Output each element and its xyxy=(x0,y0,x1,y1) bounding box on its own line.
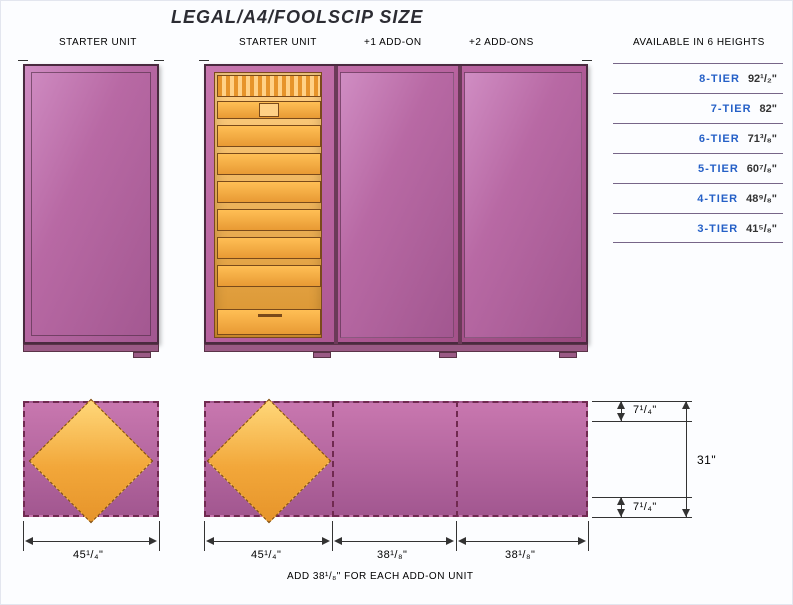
arrow-right-icon xyxy=(446,537,454,545)
ext-line xyxy=(592,421,692,422)
arrow-right-icon xyxy=(578,537,586,545)
ext-line xyxy=(592,497,692,498)
ext-line-v xyxy=(332,521,333,551)
label-starter-2: STARTER UNIT xyxy=(239,37,317,48)
tier-height: 41⁵/₈" xyxy=(746,223,777,235)
dim-w-starter-2: 45¹/₄" xyxy=(251,549,281,561)
dim-line-v xyxy=(686,401,687,517)
dim-line-h xyxy=(27,541,155,542)
divider xyxy=(458,66,462,346)
arrow-down-icon xyxy=(617,413,625,421)
cabinet-foot xyxy=(204,344,588,352)
tick xyxy=(199,60,209,61)
addon-2-panel xyxy=(464,72,582,338)
ext-line xyxy=(592,401,692,402)
divider xyxy=(332,401,334,517)
cabinet-foot xyxy=(23,344,159,352)
ext-line-v xyxy=(159,521,160,551)
cabinet-starter-elevation-closed xyxy=(23,64,159,344)
ext-line-v xyxy=(204,521,205,551)
arrow-left-icon xyxy=(334,537,342,545)
arrow-left-icon xyxy=(458,537,466,545)
drawer xyxy=(217,309,321,335)
label-addon-1: +1 ADD-ON xyxy=(364,37,422,48)
shelf xyxy=(217,265,321,287)
shelf xyxy=(217,209,321,231)
tier-label: 6-TIER xyxy=(699,133,740,145)
arrow-left-icon xyxy=(25,537,33,545)
dim-w-starter-1: 45¹/₄" xyxy=(73,549,103,561)
arrow-up-icon xyxy=(682,401,690,409)
tier-label: 3-TIER xyxy=(697,223,738,235)
divider xyxy=(456,401,458,517)
tier-height: 82" xyxy=(760,103,777,115)
dim-depth-corner-top: 7¹/₄" xyxy=(633,404,657,416)
cabinet-group-elevation xyxy=(204,64,588,344)
arrow-up-icon xyxy=(617,497,625,505)
dim-depth-corner-bottom: 7¹/₄" xyxy=(633,501,657,513)
caster-icon xyxy=(313,352,331,358)
tier-label: 8-TIER xyxy=(699,73,740,85)
table-row: 4-TIER 48⁹/₈" xyxy=(613,183,783,213)
tick xyxy=(154,60,164,61)
shelf xyxy=(217,181,321,203)
heights-table: 8-TIER 92¹/₂" 7-TIER 82" 6-TIER 71³/₈" 5-TI… xyxy=(613,63,783,243)
ext-line-v xyxy=(456,521,457,551)
arrow-down-icon xyxy=(682,509,690,517)
table-row: 6-TIER 71³/₈" xyxy=(613,123,783,153)
addon-note: ADD 38¹/₈" FOR EACH ADD-ON UNIT xyxy=(287,571,474,582)
table-row: 5-TIER 60⁷/₈" xyxy=(613,153,783,183)
label-addon-2: +2 ADD-ONS xyxy=(469,37,534,48)
tick xyxy=(18,60,28,61)
arrow-up-icon xyxy=(617,401,625,409)
arrow-right-icon xyxy=(322,537,330,545)
table-row: 7-TIER 82" xyxy=(613,93,783,123)
arrow-right-icon xyxy=(149,537,157,545)
dim-w-addon-1: 38¹/₈" xyxy=(377,549,407,561)
dim-line-h xyxy=(208,541,328,542)
arrow-left-icon xyxy=(206,537,214,545)
ext-line-v xyxy=(23,521,24,551)
caster-icon xyxy=(133,352,151,358)
table-row: 3-TIER 41⁵/₈" xyxy=(613,213,783,243)
shelf xyxy=(217,237,321,259)
tier-height: 60⁷/₈" xyxy=(747,163,777,175)
addon-1-panel xyxy=(340,72,454,338)
tier-height: 71³/₈" xyxy=(748,133,777,145)
caster-icon xyxy=(439,352,457,358)
ext-line xyxy=(592,517,692,518)
ext-line-v xyxy=(588,521,589,551)
dim-depth-mid: 31" xyxy=(697,453,716,467)
label-avail-heights: AVAILABLE IN 6 HEIGHTS xyxy=(633,37,765,48)
tick xyxy=(582,60,592,61)
tier-height: 48⁹/₈" xyxy=(746,193,777,205)
table-row: 8-TIER 92¹/₂" xyxy=(613,63,783,93)
tier-label: 4-TIER xyxy=(697,193,738,205)
tier-height: 92¹/₂" xyxy=(748,73,777,85)
label-starter-1: STARTER UNIT xyxy=(59,37,137,48)
page-title: LEGAL/A4/FOOLSCIP SIZE xyxy=(171,7,423,28)
cabinet-starter-open-interior xyxy=(214,72,322,338)
dim-w-addon-2: 38¹/₈" xyxy=(505,549,535,561)
caster-icon xyxy=(559,352,577,358)
tier-label: 5-TIER xyxy=(698,163,739,175)
dim-line-h xyxy=(460,541,584,542)
divider xyxy=(334,66,338,346)
arrow-down-icon xyxy=(617,509,625,517)
rack-icon xyxy=(217,75,321,97)
shelf xyxy=(217,125,321,147)
shelf xyxy=(217,153,321,175)
dim-line-h xyxy=(336,541,452,542)
tier-label: 7-TIER xyxy=(711,103,752,115)
